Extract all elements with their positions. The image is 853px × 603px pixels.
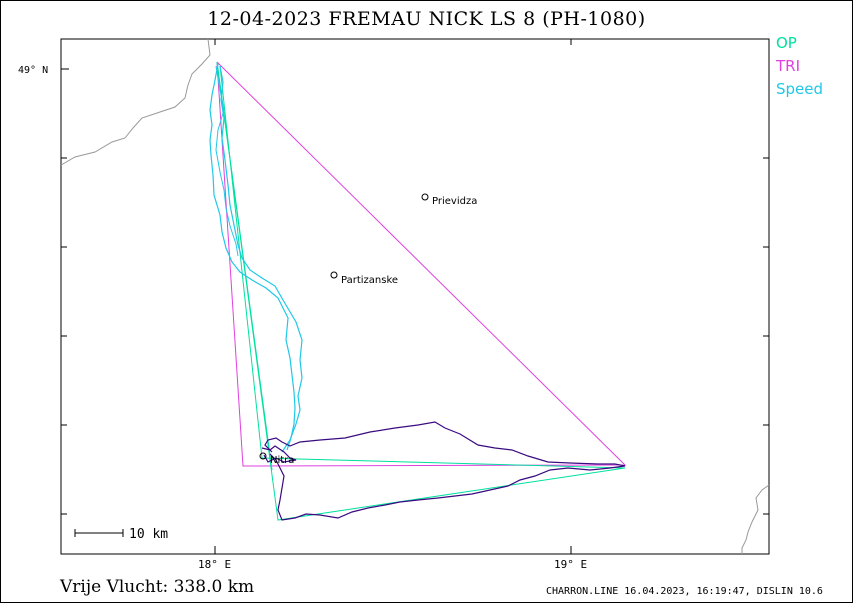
lat-ticks-right bbox=[763, 157, 769, 515]
lon-ticks-top bbox=[214, 39, 572, 45]
legend-speed: Speed bbox=[776, 80, 824, 98]
lon-ticks bbox=[214, 546, 572, 554]
country-border-northwest bbox=[60, 38, 211, 166]
speed-track-b bbox=[219, 65, 303, 453]
free-flight-distance: Vrije Vlucht: 338.0 km bbox=[60, 577, 255, 597]
city-marker-nitra bbox=[259, 452, 267, 460]
city-label-partizanske: Partizanske bbox=[341, 275, 398, 286]
lat-ticks bbox=[61, 68, 69, 515]
legend-tri: TRI bbox=[776, 57, 801, 75]
software-credit: CHARRON.LINE 16.04.2023, 16:19:47, DISLI… bbox=[546, 586, 823, 597]
map-title: 12-04-2023 FREMAU NICK LS 8 (PH-1080) bbox=[207, 8, 646, 30]
city-label-nitra: Nitra bbox=[270, 455, 294, 466]
plot-frame bbox=[60, 38, 770, 555]
city-label-prievidza: Prievidza bbox=[432, 196, 477, 207]
flight-track-start bbox=[261, 445, 297, 463]
city-marker-partizanske bbox=[330, 271, 338, 279]
flight-track bbox=[264, 421, 626, 521]
tri-route bbox=[216, 61, 627, 467]
scale-bar bbox=[74, 529, 124, 537]
city-marker-prievidza bbox=[421, 193, 429, 201]
country-border-southeast bbox=[741, 484, 770, 554]
op-leg bbox=[216, 61, 273, 471]
lon-label-18: 18° E bbox=[198, 558, 231, 571]
scale-bar-label: 10 km bbox=[129, 527, 168, 542]
speed-track-a bbox=[209, 63, 296, 451]
lon-label-19: 19° E bbox=[554, 558, 587, 571]
lat-label: 49° N bbox=[18, 65, 48, 76]
speed-track-c bbox=[215, 65, 239, 257]
legend-op: OP bbox=[776, 34, 797, 52]
